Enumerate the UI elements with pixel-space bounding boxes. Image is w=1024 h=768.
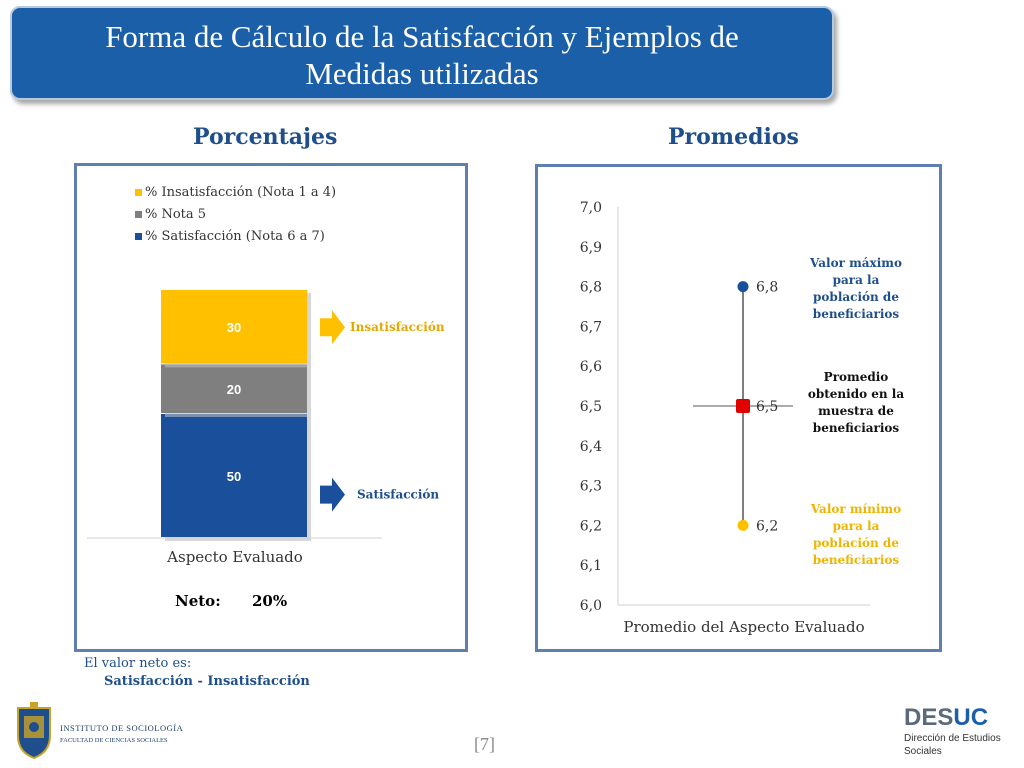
brand-subtitle-1: Dirección de Estudios	[904, 733, 1001, 744]
mean-point	[736, 399, 750, 413]
y-tick-label: 6,2	[580, 518, 602, 534]
percent-chart-panel: % Insatisfacción (Nota 1 a 4) % Nota 5 % S…	[74, 163, 468, 652]
page-number: [7]	[474, 734, 495, 754]
average-chart-panel: 6,0 6,1 6,2 6,3 6,4 6,5 6,6 6,7 6,8 6,9 7,0 6,8 6,5…	[535, 164, 942, 652]
y-tick-label: 6,7	[580, 319, 602, 335]
annotation-line: Valor mínimo	[810, 502, 901, 516]
right-section-heading: Promedios	[668, 124, 799, 150]
y-tick-label: 6,5	[580, 399, 602, 415]
legend-entry: % Insatisfacción (Nota 1 a 4)	[145, 185, 336, 200]
bar-segment	[161, 290, 307, 364]
annotation-line: población de	[813, 536, 899, 550]
annotation-line: obtenido en la	[808, 387, 905, 401]
y-tick-label: 6,1	[580, 558, 602, 574]
legend-swatch	[135, 211, 142, 218]
neto-note-line-2: Satisfacción - Insatisfacción	[104, 674, 310, 689]
brand-uc: UC	[953, 704, 989, 731]
bar-data-label: 30	[227, 320, 241, 335]
legend-entry: % Satisfacción (Nota 6 a 7)	[145, 229, 325, 244]
annotation-line: Valor máximo	[809, 256, 902, 270]
point-value-label: 6,8	[756, 280, 778, 296]
brand-des: DES	[904, 704, 954, 731]
legend-entry: % Nota 5	[145, 207, 206, 222]
y-tick-label: 6,8	[580, 280, 602, 296]
stacked-bar-chart: % Insatisfacción (Nota 1 a 4) % Nota 5 % S…	[87, 185, 445, 610]
y-tick-label: 6,9	[580, 240, 602, 256]
point-value-label: 6,2	[756, 518, 778, 534]
arrow-icon	[320, 477, 345, 512]
bar-segment	[161, 364, 307, 413]
arrow-icon	[320, 310, 345, 345]
y-tick-label: 6,6	[580, 359, 602, 375]
point-value-label: 6,5	[756, 399, 778, 415]
x-category-label: Aspecto Evaluado	[166, 548, 303, 566]
bar-segment	[161, 414, 307, 537]
annotation-line: para la	[833, 519, 880, 533]
bar-data-label: 50	[227, 469, 241, 484]
arrow-annotations: Insatisfacción Satisfacción	[320, 310, 445, 512]
point-marks: 6,8 6,5 6,2	[693, 280, 793, 534]
neto-note-line-1: El valor neto es:	[84, 656, 192, 671]
legend-swatch	[135, 233, 142, 240]
point-annotations: Valor máximo para la población de beneficia…	[808, 256, 905, 567]
annotation-label: Insatisfacción	[350, 320, 445, 334]
extreme-point	[737, 519, 749, 531]
instituto-sociologia-logo: INSTITUTO DE SOCIOLOGÍA FACULTAD DE CIEN…	[12, 700, 252, 760]
legend-swatch	[135, 189, 142, 196]
y-tick-label: 7,0	[580, 200, 602, 216]
university-crest-icon	[17, 702, 51, 760]
annotation-label: Satisfacción	[357, 488, 439, 502]
y-tick-label: 6,3	[580, 479, 602, 495]
bar-data-label: 20	[227, 382, 241, 397]
annotation-line: beneficiarios	[813, 553, 900, 567]
annotation-line: beneficiarios	[813, 421, 900, 435]
y-tick-label: 6,0	[580, 598, 602, 614]
average-range-chart: 6,0 6,1 6,2 6,3 6,4 6,5 6,6 6,7 6,8 6,9 7,0 6,8 6,5…	[580, 200, 905, 636]
annotation-line: muestra de	[818, 404, 894, 418]
neto-label: Neto:	[175, 592, 221, 610]
neto-value: 20%	[252, 592, 287, 610]
brand-subtitle-2: Sociales	[904, 746, 942, 757]
bar-marks: 50 20 30	[161, 290, 311, 541]
left-section-heading: Porcentajes	[193, 124, 338, 150]
title-line-2: Medidas utilizadas	[305, 56, 539, 91]
y-axis: 6,0 6,1 6,2 6,3 6,4 6,5 6,6 6,7 6,8 6,9 7,0	[580, 200, 870, 614]
title-line-1: Forma de Cálculo de la Satisfacción y Ej…	[105, 19, 739, 54]
annotation-line: población de	[813, 290, 899, 304]
institute-name: INSTITUTO DE SOCIOLOGÍA	[60, 723, 184, 733]
x-category-label: Promedio del Aspecto Evaluado	[623, 618, 864, 636]
y-tick-label: 6,4	[580, 439, 602, 455]
slide-title: Forma de Cálculo de la Satisfacción y Ej…	[10, 6, 834, 100]
extreme-point	[737, 281, 749, 293]
desuc-logo: DESUC Dirección de Estudios Sociales	[904, 706, 1014, 762]
faculty-name: FACULTAD DE CIENCIAS SOCIALES	[60, 737, 168, 744]
annotation-line: para la	[833, 273, 880, 287]
annotation-line: beneficiarios	[813, 307, 900, 321]
annotation-line: Promedio	[824, 370, 889, 384]
legend: % Insatisfacción (Nota 1 a 4) % Nota 5 % S…	[135, 185, 336, 244]
